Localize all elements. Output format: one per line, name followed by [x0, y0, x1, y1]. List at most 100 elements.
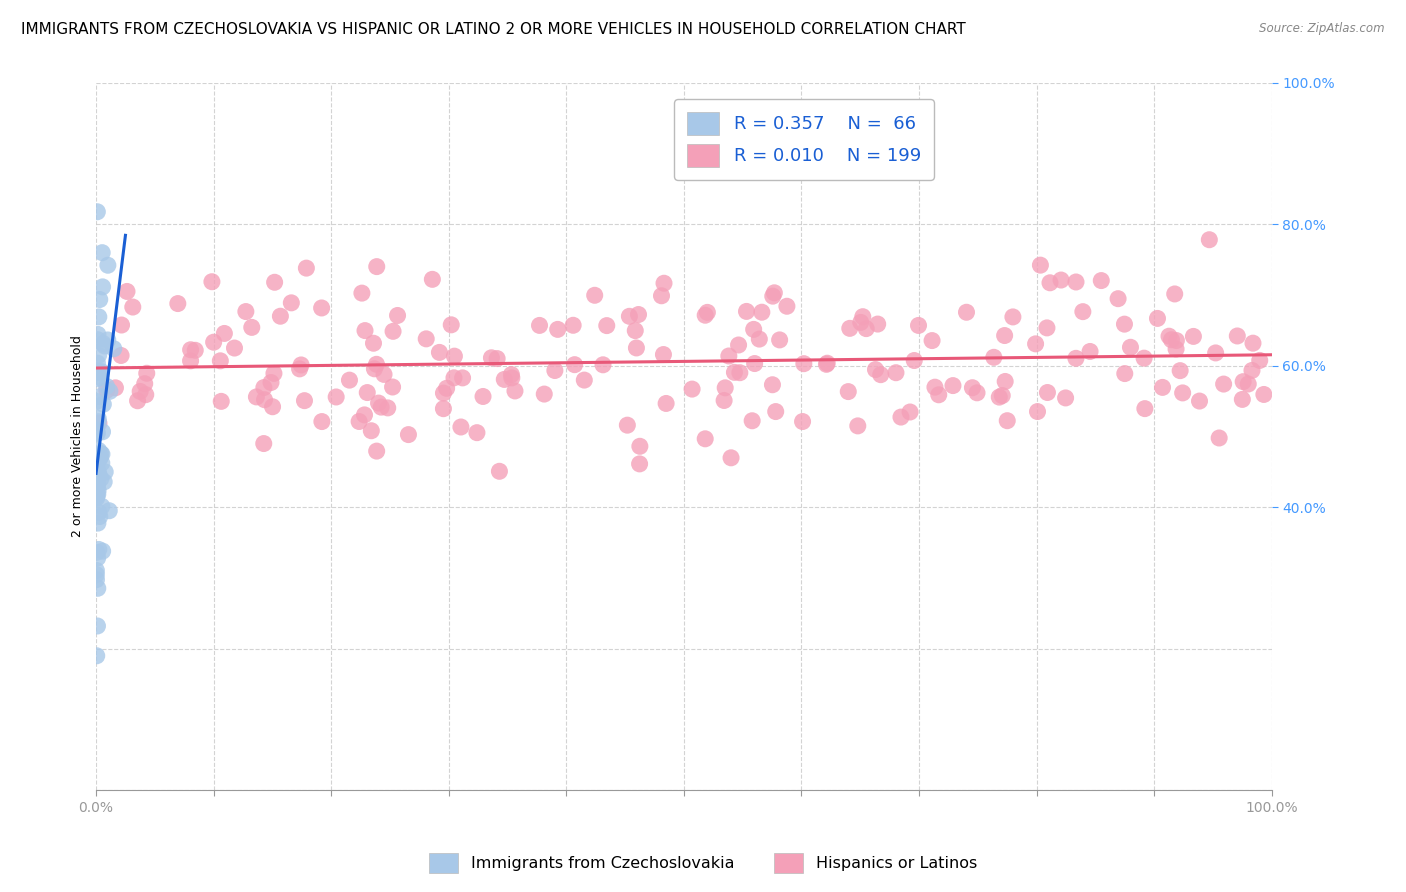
Point: [86, 204, 108, 219]
Point: [792, 415, 814, 429]
Point: [90, 472, 112, 486]
Point: [627, 308, 650, 322]
Point: [366, 357, 388, 371]
Point: [260, 376, 283, 390]
Point: [494, 372, 516, 386]
Point: [481, 351, 503, 365]
Point: [86, 491, 108, 505]
Point: [440, 318, 463, 332]
Point: [86, 477, 108, 491]
Point: [529, 318, 551, 333]
Point: [1208, 431, 1230, 445]
Point: [472, 389, 495, 403]
Point: [86, 573, 108, 587]
Point: [544, 363, 567, 377]
Point: [366, 444, 388, 458]
Point: [98, 504, 121, 518]
Point: [235, 304, 257, 318]
Point: [90, 365, 112, 379]
Point: [1119, 340, 1142, 354]
Point: [89, 293, 111, 307]
Point: [983, 351, 1005, 365]
Point: [728, 366, 751, 380]
Point: [533, 387, 555, 401]
Point: [87, 415, 110, 429]
Point: [991, 388, 1014, 402]
Point: [652, 277, 675, 291]
Point: [91, 336, 114, 351]
Point: [626, 341, 648, 355]
Point: [793, 357, 815, 371]
Point: [650, 289, 672, 303]
Point: [104, 381, 127, 395]
Point: [245, 390, 267, 404]
Point: [387, 309, 409, 323]
Y-axis label: 2 or more Vehicles in Household: 2 or more Vehicles in Household: [72, 335, 84, 538]
Point: [1232, 375, 1254, 389]
Point: [1036, 321, 1059, 335]
Point: [451, 371, 474, 385]
Point: [129, 384, 152, 399]
Point: [1071, 304, 1094, 318]
Point: [1188, 394, 1211, 409]
Point: [87, 327, 110, 342]
Point: [486, 351, 509, 366]
Point: [209, 354, 232, 368]
Point: [562, 318, 585, 333]
Point: [769, 333, 792, 347]
Point: [443, 349, 465, 363]
Point: [89, 370, 111, 384]
Point: [742, 322, 765, 336]
Point: [325, 390, 347, 404]
Point: [763, 285, 786, 300]
Point: [166, 296, 188, 310]
Point: [924, 380, 946, 394]
Point: [695, 308, 717, 322]
Point: [450, 420, 472, 434]
Point: [1157, 329, 1180, 343]
Point: [1166, 334, 1188, 348]
Point: [727, 338, 749, 352]
Point: [370, 400, 392, 414]
Point: [294, 393, 316, 408]
Point: [97, 258, 120, 272]
Point: [253, 380, 276, 394]
Point: [91, 397, 114, 411]
Point: [87, 542, 110, 557]
Point: [290, 358, 312, 372]
Point: [1168, 364, 1191, 378]
Point: [115, 285, 138, 299]
Point: [87, 417, 110, 431]
Point: [852, 310, 875, 324]
Point: [1164, 342, 1187, 356]
Point: [86, 372, 108, 386]
Point: [89, 451, 111, 466]
Point: [596, 318, 619, 333]
Point: [501, 368, 523, 382]
Point: [253, 392, 276, 407]
Point: [98, 384, 121, 399]
Point: [363, 336, 385, 351]
Point: [97, 333, 120, 347]
Point: [488, 464, 510, 478]
Point: [87, 443, 110, 458]
Point: [995, 414, 1018, 428]
Point: [87, 310, 110, 324]
Point: [432, 386, 454, 401]
Point: [1064, 351, 1087, 366]
Point: [354, 324, 377, 338]
Point: [735, 304, 758, 318]
Point: [1114, 317, 1136, 331]
Legend: Immigrants from Czechoslovakia, Hispanics or Latinos: Immigrants from Czechoslovakia, Hispanic…: [423, 847, 983, 880]
Point: [96, 383, 118, 397]
Point: [87, 366, 110, 380]
Point: [564, 358, 586, 372]
Point: [855, 321, 877, 335]
Point: [398, 427, 420, 442]
Point: [928, 388, 950, 402]
Point: [1205, 346, 1227, 360]
Point: [903, 353, 925, 368]
Point: [696, 305, 718, 319]
Point: [717, 349, 740, 363]
Point: [86, 426, 108, 441]
